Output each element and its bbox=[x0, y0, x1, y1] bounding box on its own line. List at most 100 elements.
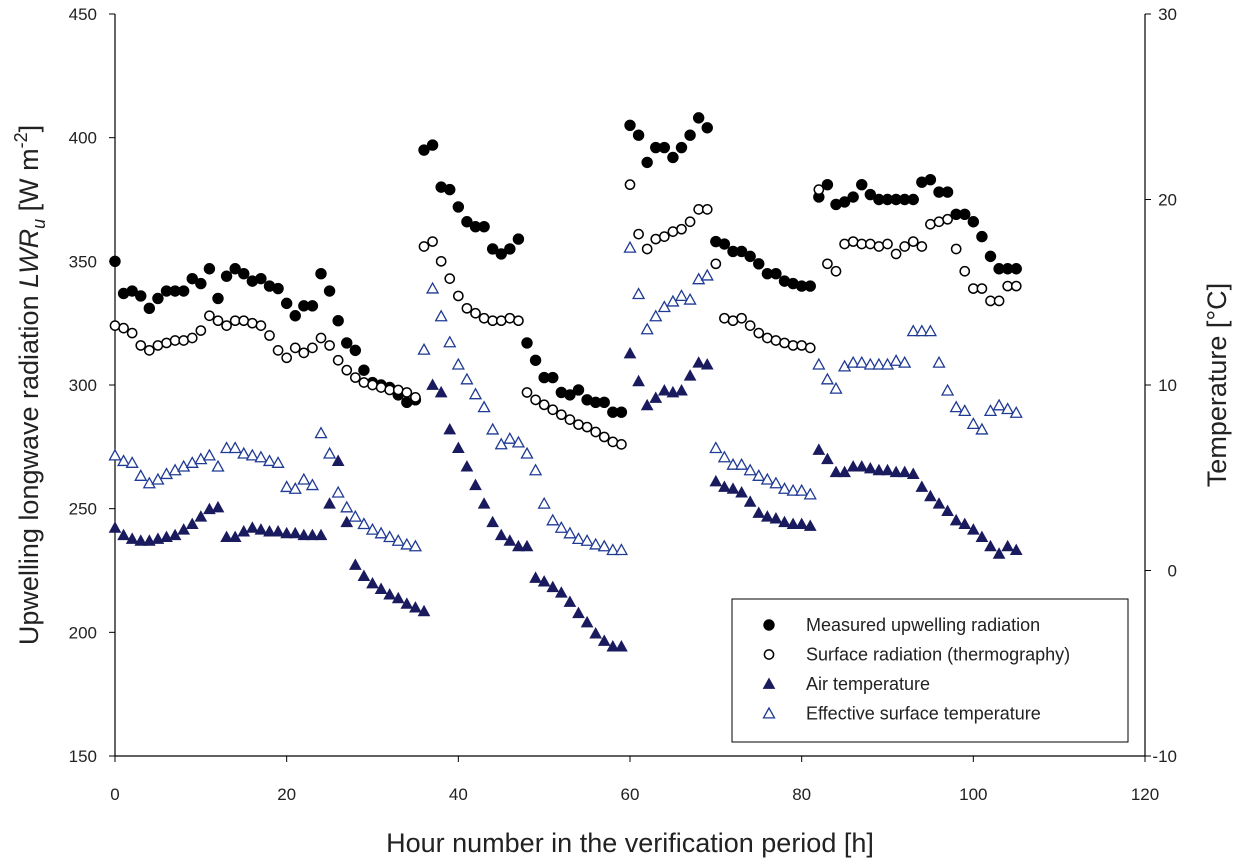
data-point bbox=[118, 322, 129, 334]
data-point bbox=[418, 144, 430, 156]
data-point bbox=[803, 487, 817, 500]
data-point bbox=[212, 292, 224, 305]
data-point bbox=[770, 335, 782, 346]
data-point bbox=[692, 356, 706, 368]
data-point bbox=[692, 112, 705, 124]
data-point bbox=[855, 460, 869, 472]
data-point bbox=[417, 604, 431, 617]
data-point bbox=[451, 357, 465, 370]
data-point bbox=[160, 530, 173, 543]
data-point bbox=[606, 640, 620, 652]
data-point bbox=[367, 379, 378, 391]
data-point bbox=[255, 320, 267, 331]
data-point bbox=[237, 446, 251, 459]
data-point bbox=[667, 151, 679, 164]
data-point bbox=[590, 426, 602, 438]
data-point bbox=[195, 277, 207, 290]
data-point bbox=[743, 463, 757, 476]
data-point bbox=[185, 456, 199, 468]
data-point bbox=[418, 241, 430, 252]
data-point bbox=[186, 272, 198, 285]
data-point bbox=[838, 196, 851, 208]
data-point bbox=[460, 460, 474, 472]
data-point bbox=[126, 327, 138, 339]
data-point bbox=[992, 398, 1006, 411]
data-point bbox=[777, 482, 792, 494]
left-y-tick-label: 250 bbox=[69, 500, 97, 519]
data-point bbox=[985, 295, 996, 307]
data-point bbox=[907, 236, 919, 247]
data-point bbox=[907, 193, 919, 206]
data-point bbox=[272, 282, 284, 295]
left-y-axis-title-units-close: ] bbox=[14, 125, 44, 133]
data-point bbox=[521, 337, 533, 349]
data-point bbox=[186, 332, 198, 344]
legend-label: Air temperature bbox=[806, 674, 930, 694]
data-point bbox=[786, 483, 800, 496]
left-y-axis-title-symbol: LWR bbox=[14, 229, 44, 288]
data-point bbox=[734, 457, 749, 470]
data-point bbox=[384, 384, 396, 396]
data-point bbox=[940, 383, 955, 396]
data-point bbox=[204, 310, 215, 322]
data-point bbox=[529, 571, 542, 583]
data-point bbox=[349, 344, 362, 357]
data-point bbox=[873, 241, 885, 252]
data-point bbox=[615, 406, 628, 418]
data-point bbox=[1001, 402, 1015, 415]
data-point bbox=[649, 391, 663, 403]
data-point bbox=[675, 384, 688, 396]
data-point bbox=[262, 454, 277, 467]
data-point bbox=[847, 236, 859, 247]
data-point bbox=[357, 517, 371, 530]
data-point bbox=[735, 245, 748, 258]
data-point bbox=[228, 441, 242, 454]
data-point bbox=[434, 385, 448, 398]
data-point bbox=[142, 476, 156, 489]
data-point bbox=[872, 463, 886, 476]
data-point bbox=[487, 315, 499, 327]
legend-label: Effective surface temperature bbox=[806, 704, 1041, 724]
data-point bbox=[212, 315, 224, 327]
data-point bbox=[547, 404, 559, 416]
data-point bbox=[341, 364, 353, 376]
data-point bbox=[632, 374, 645, 387]
data-point bbox=[435, 255, 447, 267]
data-point bbox=[898, 355, 912, 368]
data-point bbox=[391, 591, 405, 604]
data-point bbox=[470, 307, 481, 319]
data-point bbox=[220, 270, 233, 282]
data-point bbox=[444, 273, 456, 284]
data-point bbox=[581, 421, 593, 433]
data-point bbox=[503, 534, 517, 546]
data-point bbox=[219, 441, 234, 454]
data-point bbox=[323, 285, 336, 297]
data-point bbox=[804, 280, 816, 292]
data-point bbox=[452, 290, 464, 302]
data-point bbox=[932, 497, 946, 509]
data-point bbox=[340, 500, 354, 513]
data-point bbox=[683, 369, 697, 381]
data-point bbox=[271, 525, 285, 537]
data-point bbox=[889, 465, 903, 478]
data-point bbox=[735, 486, 748, 498]
data-point bbox=[177, 459, 191, 472]
data-point bbox=[580, 533, 594, 546]
x-tick-label: 0 bbox=[110, 785, 119, 804]
data-point bbox=[211, 459, 225, 472]
left-y-tick-label: 300 bbox=[69, 376, 97, 395]
data-point bbox=[726, 482, 740, 494]
data-point bbox=[383, 588, 397, 600]
data-point bbox=[298, 347, 310, 359]
data-point bbox=[975, 530, 989, 543]
data-point bbox=[410, 392, 421, 403]
data-point bbox=[942, 213, 953, 225]
data-point bbox=[529, 354, 542, 366]
data-point bbox=[923, 324, 938, 337]
data-point bbox=[358, 377, 370, 388]
data-point bbox=[220, 530, 233, 543]
data-point bbox=[177, 523, 191, 535]
data-point bbox=[185, 517, 199, 530]
data-point bbox=[288, 482, 302, 494]
data-point bbox=[683, 292, 697, 305]
